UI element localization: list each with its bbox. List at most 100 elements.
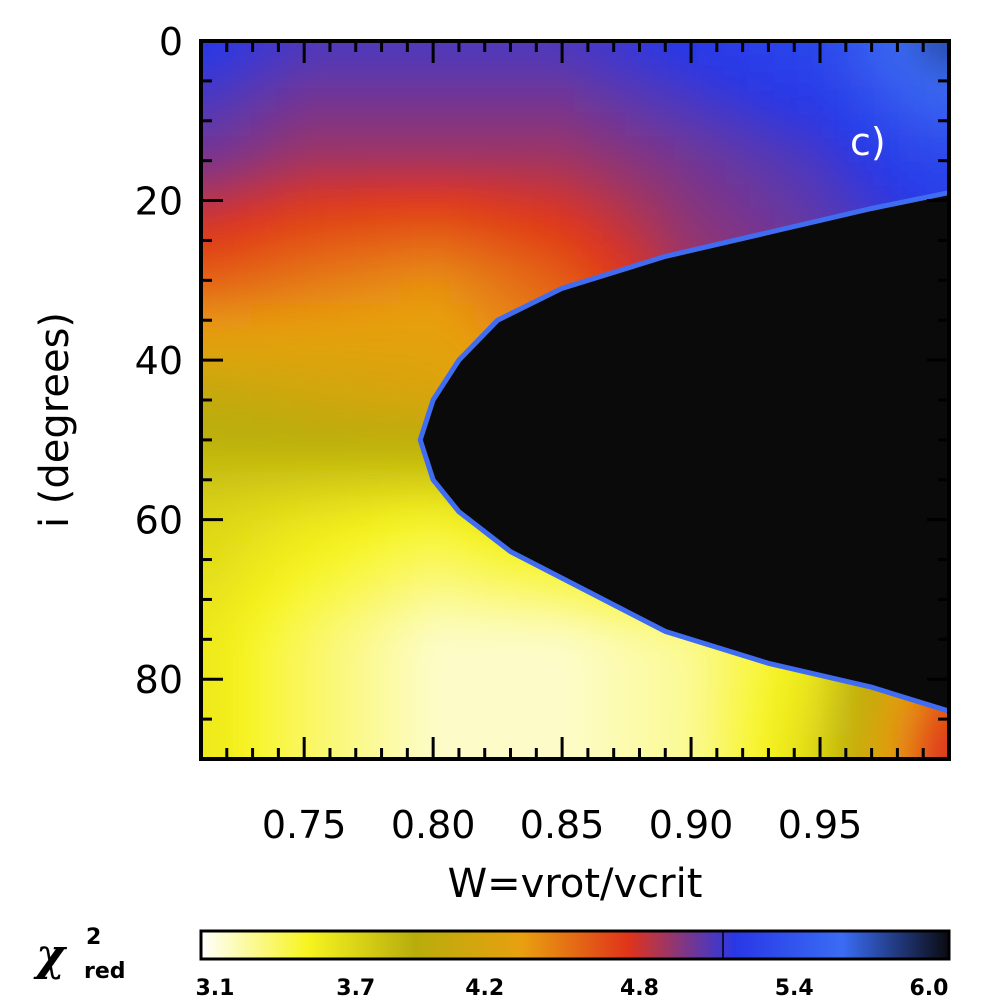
heatmap-cell [300, 567, 327, 593]
y-tick-label: 0 [159, 20, 183, 64]
heatmap-cell [300, 639, 327, 665]
heatmap-cell [225, 447, 252, 473]
heatmap-cell [599, 735, 626, 759]
heatmap-cell [699, 735, 726, 759]
heatmap-cell [450, 591, 477, 617]
heatmap-cell [550, 208, 576, 234]
heatmap-cell [674, 208, 701, 234]
heatmap-cell [724, 41, 751, 66]
heatmap-cell [450, 112, 477, 138]
heatmap-cell [350, 447, 377, 473]
heatmap-cell [275, 447, 302, 473]
heatmap-cell [774, 112, 801, 138]
heatmap-cell [425, 328, 452, 354]
heatmap-cell [724, 687, 751, 713]
colorbar-tick-label: 4.2 [465, 976, 504, 1000]
heatmap-cell [450, 280, 477, 306]
heatmap-cell [201, 447, 227, 473]
y-axis-title: i (degrees) [32, 312, 78, 528]
heatmap-cell [624, 639, 651, 665]
heatmap-cell [375, 136, 402, 162]
heatmap-cell [849, 64, 876, 90]
heatmap-cell [375, 208, 402, 234]
heatmap-cell [500, 567, 527, 593]
heatmap-cell [201, 304, 227, 330]
heatmap-cell [250, 687, 277, 713]
heatmap-cell [350, 184, 377, 210]
heatmap-cell [500, 591, 527, 617]
heatmap-cell [325, 735, 352, 759]
y-tick-label: 80 [135, 658, 183, 702]
heatmap-cell [375, 256, 402, 282]
heatmap-cell [275, 591, 302, 617]
heatmap-cell [724, 112, 751, 138]
heatmap-cell [525, 184, 552, 210]
heatmap-cell [375, 519, 402, 545]
heatmap-cell [899, 136, 926, 162]
heatmap-cell [500, 735, 527, 759]
heatmap-cell [350, 711, 377, 737]
heatmap-cell [201, 280, 227, 306]
heatmap-cell [849, 735, 876, 759]
heatmap-cell [649, 711, 676, 737]
heatmap-cell [849, 136, 876, 162]
panel-label: c) [850, 120, 886, 164]
heatmap-cell [749, 88, 776, 114]
heatmap-cell [250, 304, 277, 330]
heatmap-cell [525, 88, 552, 114]
heatmap-cell [599, 232, 626, 258]
heatmap-cell [275, 543, 302, 569]
heatmap-cell [400, 543, 427, 569]
heatmap-cell [774, 687, 801, 713]
heatmap-cell [425, 88, 452, 114]
heatmap-cell [325, 591, 352, 617]
heatmap-cell [225, 711, 252, 737]
colorbar-tick-label: 4.8 [620, 976, 659, 1000]
heatmap-cell [225, 543, 252, 569]
heatmap-cell [425, 136, 452, 162]
heatmap-cell [674, 88, 701, 114]
heatmap-cell [624, 136, 651, 162]
heatmap-cell [475, 615, 502, 641]
heatmap-cell [325, 328, 352, 354]
heatmap-cell [425, 184, 452, 210]
heatmap-cell [400, 495, 427, 521]
heatmap-cell [824, 160, 851, 186]
heatmap-cell [525, 256, 552, 282]
heatmap-cell [575, 208, 601, 234]
heatmap-cell [201, 615, 227, 641]
heatmap-cell [575, 711, 601, 737]
heatmap-cell [225, 639, 252, 665]
heatmap-cell [325, 663, 352, 689]
heatmap-cell [849, 687, 876, 713]
heatmap-cell [550, 136, 576, 162]
heatmap-cell [699, 64, 726, 90]
heatmap-cell [500, 615, 527, 641]
heatmap-cell [400, 687, 427, 713]
heatmap-cell [400, 232, 427, 258]
heatmap-cell [201, 256, 227, 282]
heatmap-cell [599, 687, 626, 713]
heatmap-cell [375, 88, 402, 114]
heatmap-cell [500, 711, 527, 737]
heatmap-cell [300, 88, 327, 114]
heatmap-cell [849, 160, 876, 186]
colorbar-title-superscript: 2 [86, 925, 101, 950]
x-tick-label: 0.80 [391, 803, 476, 847]
heatmap-cell [575, 184, 601, 210]
heatmap-cell [824, 41, 851, 66]
heatmap-cell [425, 208, 452, 234]
heatmap-cell [225, 471, 252, 497]
axis-ticks [199, 39, 951, 761]
heatmap-cell [450, 160, 477, 186]
heatmap-cell [375, 376, 402, 401]
heatmap-cell [325, 495, 352, 521]
heatmap-cell [649, 663, 676, 689]
heatmap-cell [400, 591, 427, 617]
heatmap-cell [475, 735, 502, 759]
heatmap-cell [300, 711, 327, 737]
heatmap-cell [250, 136, 277, 162]
heatmap-cell [575, 735, 601, 759]
heatmap-cell [375, 639, 402, 665]
heatmap-cell [849, 711, 876, 737]
